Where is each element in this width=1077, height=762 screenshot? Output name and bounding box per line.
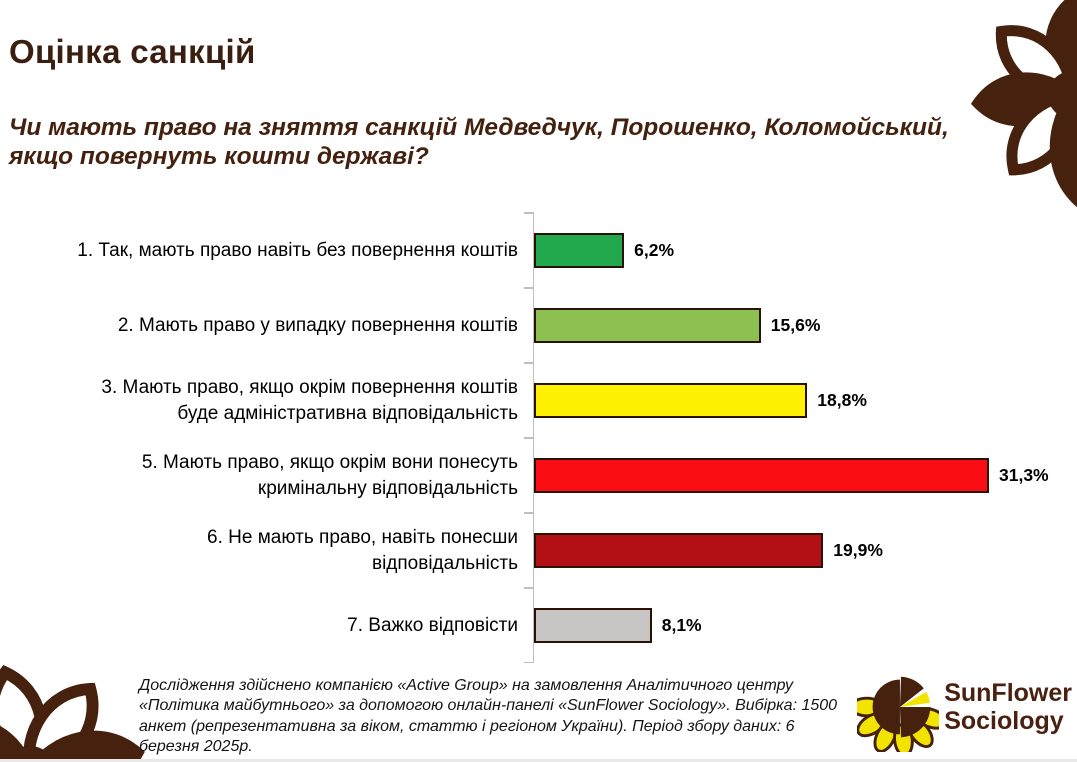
plot-area: 18,8%: [524, 362, 1072, 438]
chart-rows: 1. Так, мають право навіть без поверненн…: [10, 212, 1072, 663]
category-label: 7. Важко відповісти: [10, 613, 533, 638]
category-label-line: 5. Мають право, якщо окрім вони понесуть: [141, 452, 518, 474]
value-label: 8,1%: [661, 615, 702, 635]
category-label: 1. Так, мають право навіть без поверненн…: [10, 238, 533, 263]
bar: [534, 533, 824, 568]
value-label: 18,8%: [817, 390, 867, 410]
category-label-line: 6. Не мають право, навіть понесши: [207, 527, 518, 549]
sunflower-logo: SunFlower Sociology: [857, 662, 1072, 752]
survey-question: Чи мають право на зняття санкцій Медведч…: [9, 114, 949, 171]
category-label: 6. Не мають право, навіть понесши відпові…: [10, 525, 533, 575]
chart-row: 2. Мають право у випадку повернення кошт…: [10, 287, 1072, 363]
decorative-flower-icon-bottom-left: [0, 665, 145, 762]
chart-row: 5. Мають право, якщо окрім вони понесуть…: [10, 437, 1072, 513]
plot-area: 19,9%: [524, 512, 1072, 588]
value-label: 19,9%: [833, 540, 883, 560]
chart-row: 7. Важко відповісти 8,1%: [10, 587, 1072, 663]
plot-area: 31,3%: [524, 437, 1072, 513]
bar-chart: 1. Так, мають право навіть без поверненн…: [10, 212, 1072, 663]
bar: [534, 383, 808, 418]
sunflower-logo-icon: [857, 676, 940, 752]
category-label-line: 2. Мають право у випадку повернення кошт…: [117, 314, 518, 336]
category-label-line: 3. Мають право, якщо окрім повернення ко…: [101, 377, 518, 399]
logo-wordmark: SunFlower Sociology: [944, 679, 1072, 735]
page-title: Оцінка санкцій: [9, 33, 256, 70]
category-label: 2. Мають право у випадку повернення кошт…: [10, 313, 533, 338]
bar: [534, 308, 761, 343]
category-label-line: буде адміністративна відповідальність: [177, 402, 518, 424]
category-label-line: кримінальну відповідальність: [257, 477, 518, 499]
value-label: 15,6%: [770, 315, 821, 335]
chart-row: 1. Так, мають право навіть без поверненн…: [10, 212, 1072, 288]
plot-area: 6,2%: [524, 212, 1072, 288]
plot-area: 8,1%: [524, 587, 1072, 663]
decorative-flower-icon-top-right: [970, 0, 1077, 219]
logo-line-2: Sociology: [944, 707, 1064, 735]
value-label: 6,2%: [634, 240, 675, 260]
category-label-line: 7. Важко відповісти: [347, 614, 518, 636]
bar: [534, 233, 625, 268]
plot-area: 15,6%: [524, 287, 1072, 363]
chart-row: 3. Мають право, якщо окрім повернення ко…: [10, 362, 1072, 438]
logo-line-1: SunFlower: [944, 679, 1072, 707]
value-label: 31,3%: [999, 465, 1049, 485]
methodology-note: Дослідження здійснено компанією «Active …: [139, 677, 838, 756]
chart-row: 6. Не мають право, навіть понесши відпові…: [10, 512, 1072, 588]
category-label-line: відповідальність: [371, 552, 518, 574]
category-label-line: 1. Так, мають право навіть без поверненн…: [77, 239, 518, 261]
slide-bottom-edge: [0, 759, 1077, 762]
bar: [534, 458, 989, 493]
category-label: 5. Мають право, якщо окрім вони понесуть…: [10, 450, 533, 500]
category-label: 3. Мають право, якщо окрім повернення ко…: [10, 375, 533, 425]
bar: [534, 608, 652, 643]
